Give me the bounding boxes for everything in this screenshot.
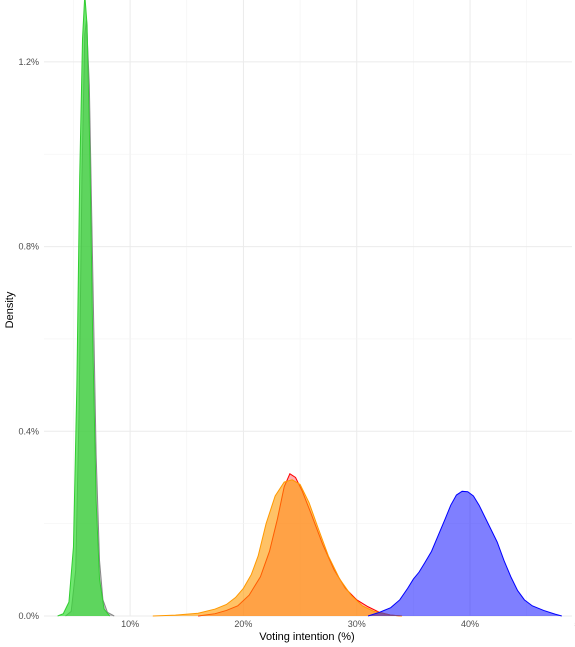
x-tick-label: 40% xyxy=(461,619,479,629)
x-tick-label: 20% xyxy=(234,619,252,629)
y-tick-label: 0.4% xyxy=(18,426,39,436)
density-area-1 xyxy=(152,479,403,616)
y-tick-label: 0.8% xyxy=(18,242,39,252)
y-axis-title: Density xyxy=(4,291,16,328)
y-axis-ticks: 0.0% 0.4% 0.8% 1.2% xyxy=(18,57,39,621)
density-areas xyxy=(57,0,562,617)
x-tick-label: 30% xyxy=(348,619,366,629)
grid-lines xyxy=(44,0,572,617)
y-tick-label: 1.2% xyxy=(18,57,39,67)
y-tick-label: 0.0% xyxy=(18,611,39,621)
density-line-2 xyxy=(367,490,562,617)
x-axis-ticks: 10%20%30%40%50% xyxy=(121,619,575,629)
density-area-2 xyxy=(368,491,562,616)
x-axis-title: Voting intention (%) xyxy=(259,631,354,643)
density-line-4 xyxy=(57,0,111,617)
x-tick-label: 10% xyxy=(121,619,139,629)
density-area-4 xyxy=(57,0,110,616)
density-line-1 xyxy=(152,479,403,617)
